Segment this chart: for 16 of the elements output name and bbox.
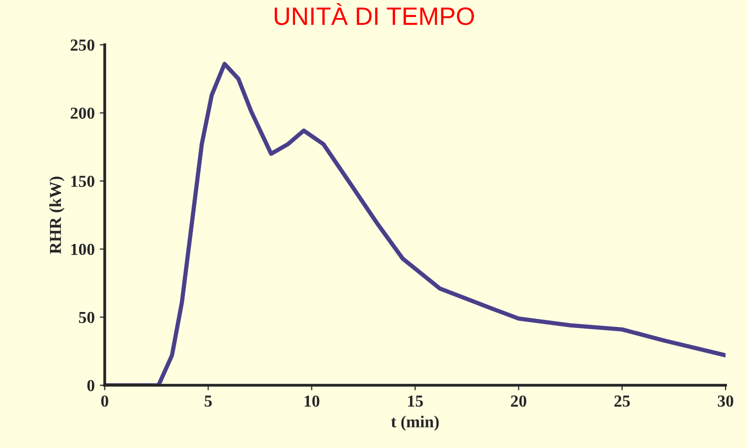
x-tick-label: 30 (718, 395, 734, 407)
x-tick-label: 10 (304, 395, 320, 407)
x-tick-label: 5 (204, 396, 212, 407)
x-tick-label: 0 (101, 395, 108, 407)
x-tick-label: 15 (408, 396, 423, 407)
y-tick-label: 200 (70, 108, 94, 119)
y-tick-label: 50 (79, 312, 94, 324)
x-tick-label: 20 (510, 395, 526, 407)
y-tick-label: 0 (87, 380, 94, 392)
x-axis-title: t (min) (391, 416, 439, 431)
y-axis-title: RHR (kW) (49, 176, 64, 254)
y-tick-label: 100 (71, 244, 94, 256)
y-tick-label: 250 (70, 40, 94, 51)
chart-title: UNITÀ DI TEMPO (274, 3, 474, 26)
y-tick-label: 150 (71, 176, 94, 187)
x-tick-label: 25 (614, 396, 630, 407)
